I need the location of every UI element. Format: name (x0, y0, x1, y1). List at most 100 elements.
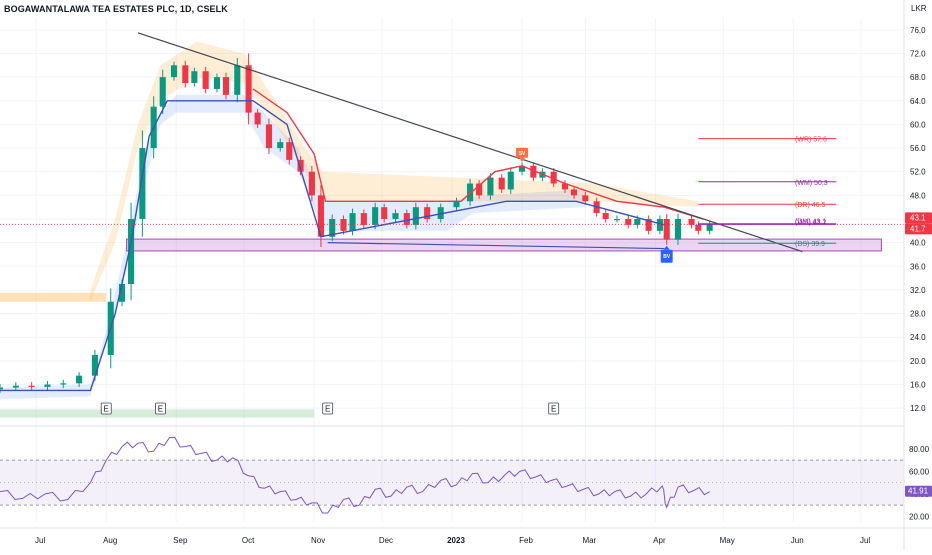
candle-body (674, 219, 682, 240)
time-tick-label: Aug (103, 536, 117, 545)
resistance-band (0, 292, 107, 302)
candle-body (202, 71, 209, 89)
candle (265, 118, 272, 154)
rsi-tick-label: 60.00 (909, 467, 930, 476)
candle (530, 162, 537, 182)
candle-body (507, 171, 514, 190)
earnings-box[interactable] (100, 402, 112, 415)
candle-body (530, 165, 537, 178)
candle (159, 69, 166, 115)
earnings-box[interactable] (155, 402, 166, 415)
candle (645, 215, 652, 235)
candle-body (254, 112, 261, 125)
pivot-label-ws: (WS) 43.2 (795, 220, 827, 227)
candle (286, 137, 293, 165)
candle (561, 179, 569, 193)
candle-body (424, 207, 431, 219)
candle (674, 213, 682, 245)
candle (424, 203, 431, 223)
candle (467, 179, 474, 206)
secondary-price-tag[interactable]: 41.7 (905, 223, 932, 235)
candle-body (286, 142, 293, 160)
buy-signal[interactable]: BV (660, 245, 673, 263)
candle-body (381, 207, 388, 219)
candle-body (625, 219, 632, 225)
candle-body (453, 201, 460, 208)
candle-body (613, 219, 621, 221)
last-price-tag-bg (905, 212, 932, 224)
rsi-value-tag-bg (905, 485, 932, 497)
candle-body (688, 219, 695, 225)
candle-body (159, 77, 166, 107)
candle (360, 209, 367, 229)
support-zone (126, 238, 882, 252)
time-tick-label: Sep (173, 536, 188, 545)
price-tick-label: 12.0 (910, 404, 926, 413)
candle-body (12, 385, 19, 388)
candle (277, 138, 284, 152)
price-tick-label: 28.0 (910, 310, 926, 319)
candle (663, 213, 670, 245)
rsi-tick-label: 80.00 (909, 445, 930, 454)
time-tick-label: Apr (653, 536, 666, 545)
sell-signal-box (516, 147, 529, 158)
candle (550, 168, 557, 188)
candle-body (245, 65, 252, 113)
candle (613, 215, 621, 223)
candle (625, 215, 632, 229)
earnings-marker[interactable]: E (100, 402, 112, 415)
candle (128, 202, 135, 301)
candle-body (234, 65, 241, 95)
price-tick-label: 56.0 (910, 144, 926, 153)
price-tick-label: 48.0 (910, 191, 926, 200)
candle-body (437, 207, 444, 219)
earnings-box[interactable] (322, 402, 334, 415)
earnings-marker[interactable]: E (548, 402, 560, 415)
candle-body (602, 213, 609, 219)
secondary-price-tag-bg (905, 223, 932, 235)
currency-label: LKR (911, 4, 927, 13)
earnings-letter: E (158, 405, 163, 414)
candle (213, 73, 221, 93)
last-price-tag[interactable]: 43.1 (905, 212, 932, 224)
time-tick-label: Oct (242, 536, 255, 545)
candle-body (317, 195, 324, 237)
price-tick-label: 76.0 (910, 26, 926, 35)
rsi-value: 41.91 (908, 487, 929, 496)
candle (706, 220, 713, 235)
candle-body (372, 207, 379, 225)
candle (60, 379, 67, 389)
last-price-value: 43.1 (910, 213, 926, 222)
earnings-marker[interactable]: E (155, 402, 166, 415)
dynamic-support-line (0, 100, 665, 392)
earnings-letter: E (104, 405, 109, 414)
candle (139, 130, 146, 237)
time-tick-label: Nov (311, 536, 325, 545)
dynamic-resistance-line (252, 88, 704, 220)
earnings-box[interactable] (548, 402, 560, 415)
price-tick-label: 64.0 (910, 97, 926, 106)
candle (329, 214, 336, 242)
candle (688, 215, 695, 229)
secondary-price-value: 41.7 (910, 224, 926, 233)
price-tick-label: 36.0 (910, 262, 926, 271)
price-tick-label: 60.0 (910, 120, 926, 129)
candle-body (403, 213, 410, 225)
time-tick-label: May (720, 536, 735, 545)
chart-title: BOGAWANTALAWA TEA ESTATES PLC, 1D, CSELK (4, 4, 228, 14)
earnings-marker[interactable]: E (322, 402, 334, 415)
buy-signal-label: BV (663, 254, 671, 260)
candle (403, 209, 410, 229)
candle (44, 380, 51, 391)
rsi-value-tag[interactable]: 41.91 (905, 485, 932, 497)
time-tick-label: Dec (379, 536, 393, 545)
candle (12, 382, 19, 392)
candle-body (487, 177, 494, 196)
candle (582, 191, 589, 205)
candle-body (706, 224, 713, 231)
rsi-tick-label: 20.00 (909, 512, 930, 521)
sell-signal[interactable]: SV (516, 147, 529, 162)
candle-body (265, 124, 272, 149)
